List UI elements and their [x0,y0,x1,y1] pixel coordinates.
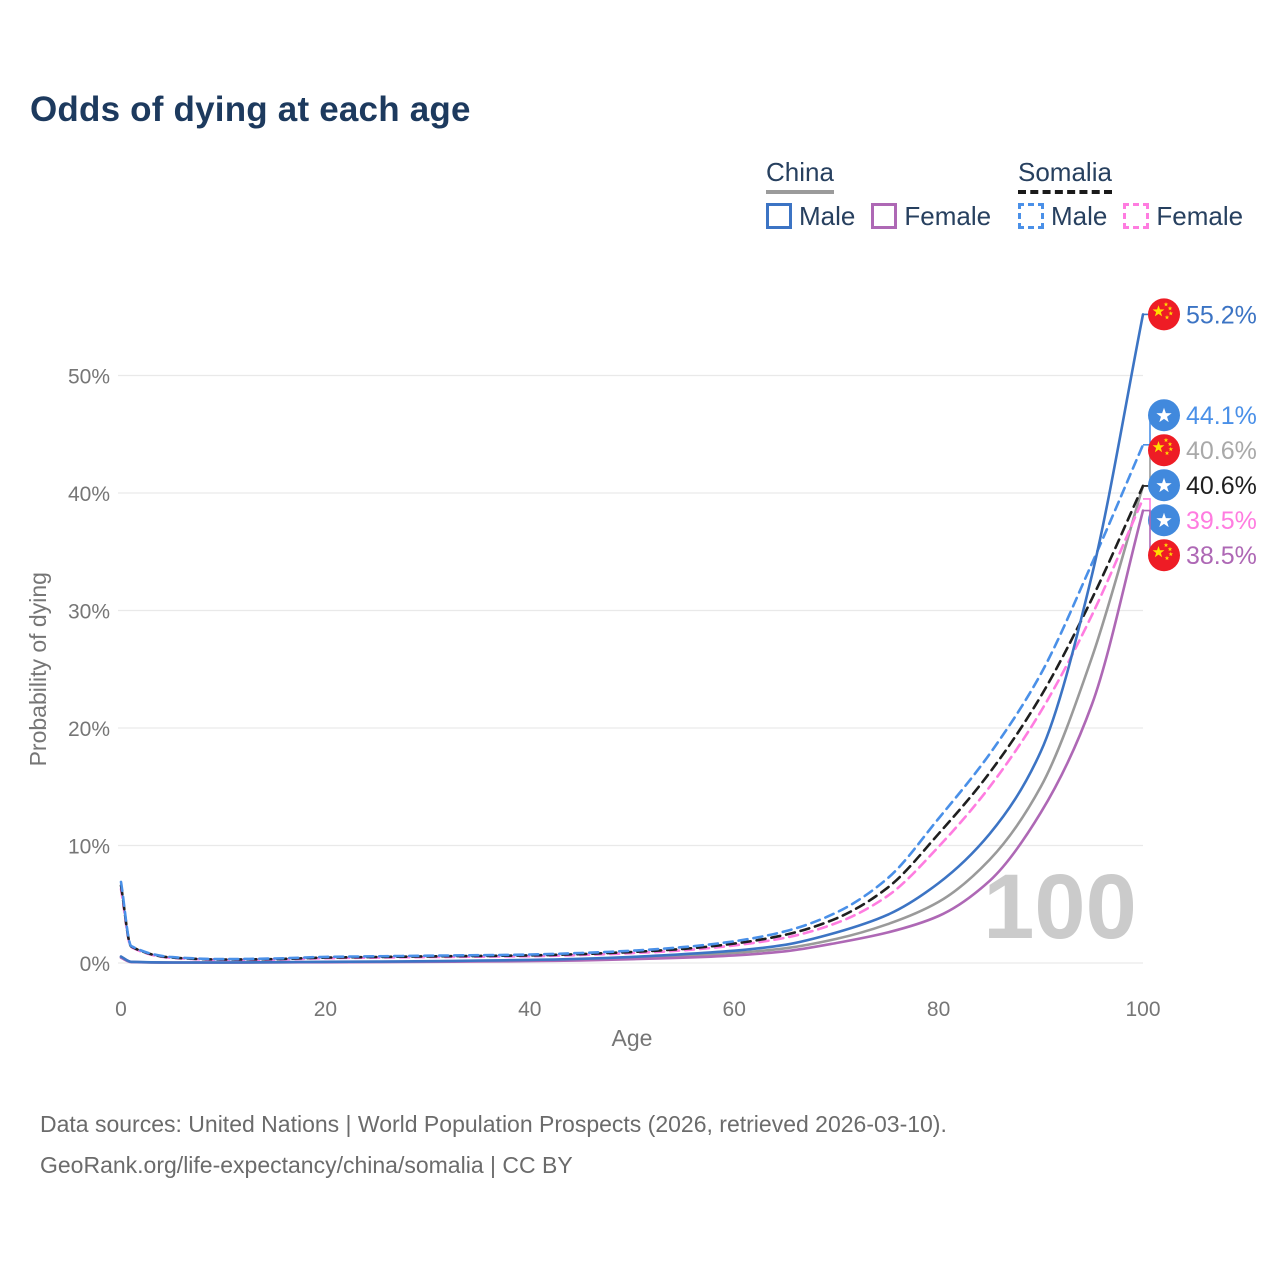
x-tick-label: 100 [1125,998,1160,1021]
age-watermark: 100 [983,856,1137,958]
china-flag-icon [1148,434,1180,467]
data-sources-text: Data sources: United Nations | World Pop… [40,1111,947,1137]
end-value-label-somalia-female: 39.5% [1186,507,1257,535]
series-lines [119,313,1145,964]
series-line-china-male [119,313,1145,964]
legend-label-somalia-male: Male [1051,200,1108,231]
legend-item-china-female[interactable]: Female [871,200,992,231]
legend-item-somalia-female[interactable]: Female [1123,200,1244,231]
end-value-label-china-male: 55.2% [1186,301,1257,329]
legend-country-somalia[interactable]: Somalia [1018,158,1112,194]
footer: Data sources: United Nations | World Pop… [40,1104,947,1186]
x-tick-label: 60 [723,998,746,1021]
somalia-male-swatch-icon [1018,202,1044,229]
x-tick-label: 40 [518,998,541,1021]
china-flag-icon [1148,298,1180,331]
china-female-swatch-icon [871,202,898,229]
legend-items-china: Male Female [766,200,992,231]
x-tick-label: 20 [314,998,337,1021]
y-tick-label: 10% [68,836,110,859]
legend: China Male Female Somalia Male [0,158,1280,238]
y-tick-label: 20% [68,718,110,741]
attribution-text: GeoRank.org/life-expectancy/china/somali… [40,1152,573,1178]
x-tick-label: 80 [927,998,950,1021]
series-line-somalia-total [119,484,1145,961]
legend-country-china[interactable]: China [766,158,834,194]
end-value-label-china-female: 38.5% [1186,542,1257,570]
end-value-label-somalia-male: 44.1% [1186,402,1257,430]
legend-item-somalia-male[interactable]: Male [1018,200,1108,231]
gridlines: 0% 10% 20% 30% 40% 50% [68,366,1143,976]
page-title: Odds of dying at each age [30,90,471,129]
y-tick-label: 0% [80,953,110,976]
x-axis-title: Age [612,1025,653,1051]
y-tick-label: 40% [68,483,110,506]
somalia-flag-icon [1148,469,1180,502]
end-value-label-china-total: 40.6% [1186,437,1257,465]
somalia-female-swatch-icon [1123,202,1150,229]
legend-group-china: China Male Female [766,158,991,229]
y-tick-label: 30% [68,601,110,624]
legend-group-somalia: Somalia Male Female [1018,158,1243,229]
legend-label-china-male: Male [799,200,856,231]
y-tick-label: 50% [68,366,110,389]
legend-item-china-male[interactable]: Male [766,200,856,231]
x-tick-label: 0 [115,998,127,1021]
end-value-label-somalia-total: 40.6% [1186,472,1257,500]
end-labels: 55.2% 44.1% 40.6% 40.6% 39.5% 38.5% [1143,298,1257,572]
legend-label-china-female: Female [904,200,992,231]
series-line-somalia-male [119,443,1145,961]
china-male-swatch-icon [766,202,792,229]
y-axis-title: Probability of dying [25,572,51,766]
legend-items-somalia: Male Female [1018,200,1244,231]
somalia-flag-icon [1148,504,1180,537]
somalia-flag-icon [1148,399,1180,432]
china-flag-icon [1148,539,1180,572]
legend-label-somalia-female: Female [1156,200,1244,231]
